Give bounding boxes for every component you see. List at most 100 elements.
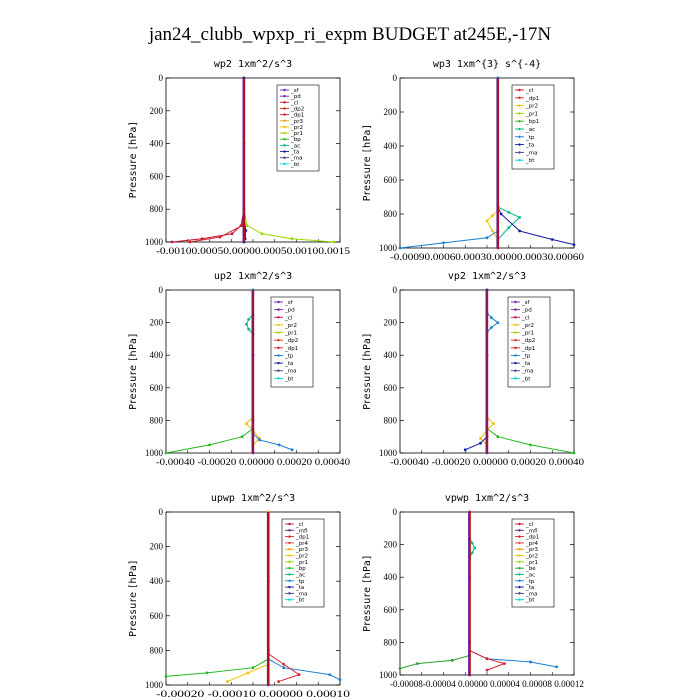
panel-title: up2 1xm^2/s^3 [214,271,292,282]
legend-marker [288,573,291,576]
data-point [251,666,255,670]
data-point [205,671,209,675]
data-point [230,232,234,236]
legend-marker [288,529,291,532]
legend-marker [283,119,286,122]
legend-marker [514,369,517,372]
x-tick-labels: -0.00008-0.00004 0.00000 0.00004 0.00008… [390,679,584,689]
panel-title: vpwp 1xm^2/s^3 [445,493,529,504]
legend-marker [518,88,521,92]
y-tick-label: 0 [393,507,398,517]
data-point [503,662,506,665]
legend-marker [518,522,521,526]
data-point [485,236,489,240]
data-point [485,657,489,661]
data-point [170,240,174,244]
data-point [470,541,474,545]
legend-marker [283,101,286,104]
y-tick-label: 1000 [379,243,398,253]
legend-marker [514,346,517,350]
y-tick-label: 400 [150,350,164,360]
y-tick-label: 400 [384,350,398,360]
legend-label: _dp1 [521,346,535,352]
data-point [529,660,532,664]
y-tick-label: 1000 [145,680,164,690]
legend-marker [518,566,521,570]
legend-label: _cl [295,522,304,528]
legend-marker [514,377,517,380]
legend-label: _dp2 [521,338,535,344]
legend-marker [277,338,280,342]
legend-marker [283,107,286,110]
legend-label: _pr1 [284,331,297,337]
y-tick-label: 800 [150,645,164,655]
data-point [479,441,482,445]
y-tick-label: 200 [384,318,398,328]
legend-marker [283,156,286,159]
y-tick-label: 1000 [145,448,164,458]
legend-marker [514,323,517,327]
y-axis-label: Pressure [hPa] [362,555,373,632]
y-tick-label: 800 [384,637,398,647]
legend-label: _ma [525,150,537,156]
legend-label: _pr1 [295,560,308,566]
legend-marker [277,308,280,311]
x-tick-labels: -0.00040 -0.00020 0.00000 0.00020 0.0004… [390,457,585,467]
legend-label: _dp1 [525,535,539,541]
legend-label: _bt [290,162,300,168]
legend-label: _ma [284,369,296,375]
y-tick-label: 600 [150,611,164,621]
legend-marker [277,346,280,350]
legend-box [270,296,314,388]
data-point [277,680,280,683]
y-tick-label: 0 [159,285,164,295]
legend-marker [518,120,521,123]
legend-label: _cl [284,315,293,321]
legend-label: _sf [290,88,300,94]
y-tick-label: 200 [150,318,164,328]
legend-marker [283,94,286,98]
data-point [485,668,489,672]
legend-marker [518,529,521,532]
legend-label: _pd [290,94,301,100]
data-point [491,214,494,218]
legend-label: _tp [521,353,531,359]
legend-marker [288,560,291,564]
legend-marker [277,300,280,304]
legend-marker [288,522,291,526]
legend-marker [277,369,280,372]
legend-marker [288,541,291,545]
y-tick-label: 600 [384,175,398,185]
panel-title: wp3 1xm^{3} s^{-4} [433,59,541,70]
data-point [496,321,500,324]
data-point [245,224,249,228]
series-line [399,512,471,669]
data-point [245,422,248,426]
legend-marker [518,112,521,115]
legend-marker [288,548,291,551]
legend-marker [518,560,521,564]
y-tick-label: 1000 [379,448,398,458]
legend-label: _ac [525,572,535,578]
legend: _sf _pd_cl _pr2 _pr1_dp2 _dp1_tp _ta _ma_bt [507,296,551,388]
y-tick-label: 200 [150,106,164,116]
legend-label: _tp [525,135,535,141]
data-point [332,240,336,244]
x-tick-labels: -0.00040 -0.00020 0.00000 0.00020 0.0004… [156,457,351,467]
series-line [189,78,245,243]
legend-marker [288,579,291,582]
legend-marker [514,300,517,304]
y-tick-label: 0 [159,507,164,517]
legend-marker [518,159,521,162]
series-line [227,512,269,683]
legend-label: _ac [525,127,535,133]
y-tick-label: 400 [150,576,164,586]
data-point [572,243,576,247]
data-point [463,448,467,452]
legend-label: _mfl [525,528,538,534]
legend-marker [518,554,521,557]
chart-panel: up2 1xm^2/s^3 0 200 400 600 800 1000-0.00040 -… [128,271,351,467]
series-line [171,78,245,243]
y-tick-label: 600 [384,605,398,615]
legend-marker [277,354,280,357]
